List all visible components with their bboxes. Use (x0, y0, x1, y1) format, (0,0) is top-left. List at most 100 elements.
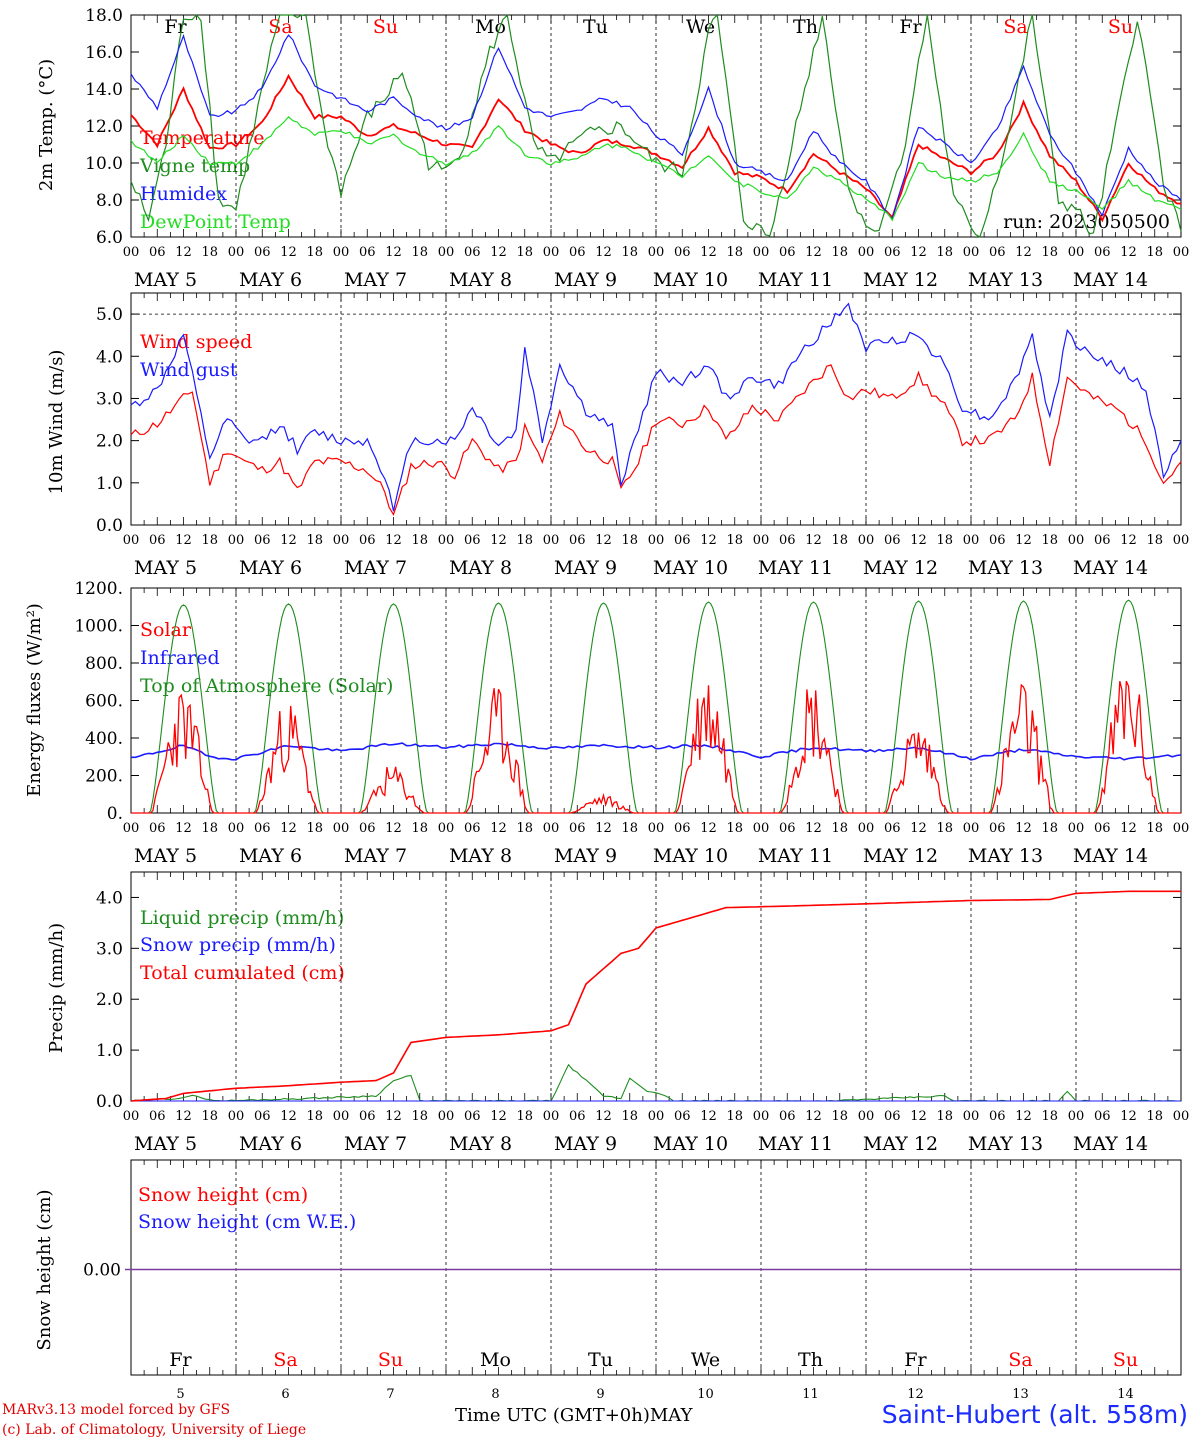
hour-tick-label: 06 (1094, 821, 1111, 836)
hour-tick-label: 00 (648, 245, 665, 260)
hour-tick-label: 06 (359, 821, 376, 836)
hour-tick-label: 00 (543, 821, 560, 836)
hour-tick-label: 00 (333, 821, 350, 836)
hour-tick-label: 00 (228, 533, 245, 548)
hour-tick-label: 18 (306, 245, 323, 260)
legend-wind-gust: Wind gust (140, 359, 238, 381)
hour-tick-label: 00 (333, 245, 350, 260)
legend-wind-speed: Wind speed (140, 331, 252, 353)
date-label: MAY 14 (1073, 845, 1148, 867)
day-name-bottom: Su (378, 1349, 403, 1371)
y-tick-label: 2.0 (96, 432, 123, 452)
date-label: MAY 8 (449, 269, 512, 291)
date-label: MAY 10 (653, 1133, 728, 1155)
hour-tick-label: 00 (228, 245, 245, 260)
day-name-top: Tu (583, 16, 608, 38)
panel-2-frame: 00 06 12 18 MAY 5 00 06 12 18 MAY 6 00 06 12 18 MAY 7 0… (74, 579, 1189, 867)
hour-tick-label: 12 (1015, 1109, 1032, 1124)
hour-tick-label: 06 (359, 245, 376, 260)
series-line-humidex (130, 33, 1182, 221)
hour-tick-label: 12 (280, 1109, 297, 1124)
date-label: MAY 9 (554, 1133, 617, 1155)
hour-tick-label: 06 (254, 533, 271, 548)
axis-label-energy: Energy fluxes (W/m²) (24, 603, 45, 797)
y-tick-label: 18.0 (85, 6, 123, 26)
panel-4-frame (130, 1159, 1182, 1376)
hour-tick-label: 18 (1041, 821, 1058, 836)
hour-tick-label: 00 (438, 533, 455, 548)
date-label: MAY 6 (239, 845, 302, 867)
hour-tick-label: 18 (306, 533, 323, 548)
model-label: MARv3.13 model forced by GFS (2, 1402, 231, 1418)
hour-tick-label: 06 (464, 533, 481, 548)
hour-tick-label: 12 (805, 533, 822, 548)
date-label: MAY 13 (968, 1133, 1043, 1155)
date-label: MAY 9 (554, 269, 617, 291)
y-tick-label: 10.0 (85, 154, 123, 174)
series-line-total-cumulated-cm- (130, 890, 1181, 1102)
y-tick-label: 0. (107, 804, 123, 824)
y-tick-label: 5.0 (96, 305, 123, 325)
hour-tick-label: 18 (1146, 1109, 1163, 1124)
series-line-dewpoint-temp (130, 116, 1182, 222)
hour-tick-label: 00 (648, 821, 665, 836)
hour-tick-label: 12 (1120, 533, 1137, 548)
hour-tick-label: 06 (149, 1109, 166, 1124)
date-label: MAY 12 (863, 845, 938, 867)
date-label: MAY 8 (449, 1133, 512, 1155)
hour-tick-label: 06 (674, 245, 691, 260)
hour-tick-label: 00 (333, 1109, 350, 1124)
hour-tick-label: 18 (1146, 533, 1163, 548)
hour-tick-label: 00 (123, 821, 140, 836)
day-name-bottom: Sa (1008, 1349, 1032, 1371)
hour-tick-label: 06 (989, 821, 1006, 836)
hour-tick-label: 12 (910, 245, 927, 260)
hour-tick-label: 18 (726, 533, 743, 548)
y-tick-label: 14.0 (85, 80, 123, 100)
hour-tick-label: 18 (936, 821, 953, 836)
hour-tick-label: 18 (201, 533, 218, 548)
day-number: 8 (491, 1387, 499, 1402)
hour-tick-label: 18 (1041, 1109, 1058, 1124)
hour-tick-label: 00 (1173, 533, 1190, 548)
date-label: MAY 9 (554, 557, 617, 579)
hour-tick-label: 18 (306, 1109, 323, 1124)
hour-tick-label: 06 (989, 1109, 1006, 1124)
hour-tick-label: 06 (674, 821, 691, 836)
day-name-top: Fr (899, 16, 922, 38)
hour-tick-label: 12 (910, 821, 927, 836)
day-name-bottom: Su (1113, 1349, 1138, 1371)
day-number: 9 (596, 1387, 604, 1402)
hour-tick-label: 00 (963, 245, 980, 260)
hour-tick-label: 06 (464, 821, 481, 836)
y-tick-label: 3.0 (96, 939, 123, 959)
date-label: MAY 14 (1073, 1133, 1148, 1155)
time-axis-label: Time UTC (GMT+0h)MAY (455, 1405, 692, 1426)
axis-label-wind: 10m Wind (m/s) (46, 350, 67, 495)
date-label: MAY 5 (134, 1133, 197, 1155)
hour-tick-label: 18 (201, 245, 218, 260)
axis-label-temperature: 2m Temp. (°C) (36, 59, 57, 191)
hour-tick-label: 06 (779, 821, 796, 836)
hour-tick-label: 00 (333, 533, 350, 548)
hour-tick-label: 12 (595, 245, 612, 260)
panel-snow-labels: Snow height (cm) Snow height (cm) Snow h… (34, 1184, 356, 1351)
date-label: MAY 5 (134, 845, 197, 867)
panel-precip-labels: Precip (mm/h) Liquid precip (mm/h) Snow … (46, 907, 345, 1053)
date-label: MAY 11 (758, 557, 833, 579)
hour-tick-label: 00 (228, 1109, 245, 1124)
hour-tick-label: 06 (1094, 1109, 1111, 1124)
hour-tick-label: 12 (385, 1109, 402, 1124)
hour-tick-label: 06 (779, 1109, 796, 1124)
legend-infrared: Infrared (140, 647, 220, 669)
date-label: MAY 7 (344, 557, 407, 579)
series-line-temperature (130, 73, 1182, 223)
day-name-top: Su (1108, 16, 1133, 38)
hour-tick-label: 12 (595, 1109, 612, 1124)
hour-tick-label: 18 (831, 245, 848, 260)
hour-tick-label: 06 (359, 1109, 376, 1124)
hour-tick-label: 00 (648, 533, 665, 548)
hour-tick-label: 00 (543, 533, 560, 548)
hour-tick-label: 12 (175, 821, 192, 836)
hour-tick-label: 00 (858, 533, 875, 548)
